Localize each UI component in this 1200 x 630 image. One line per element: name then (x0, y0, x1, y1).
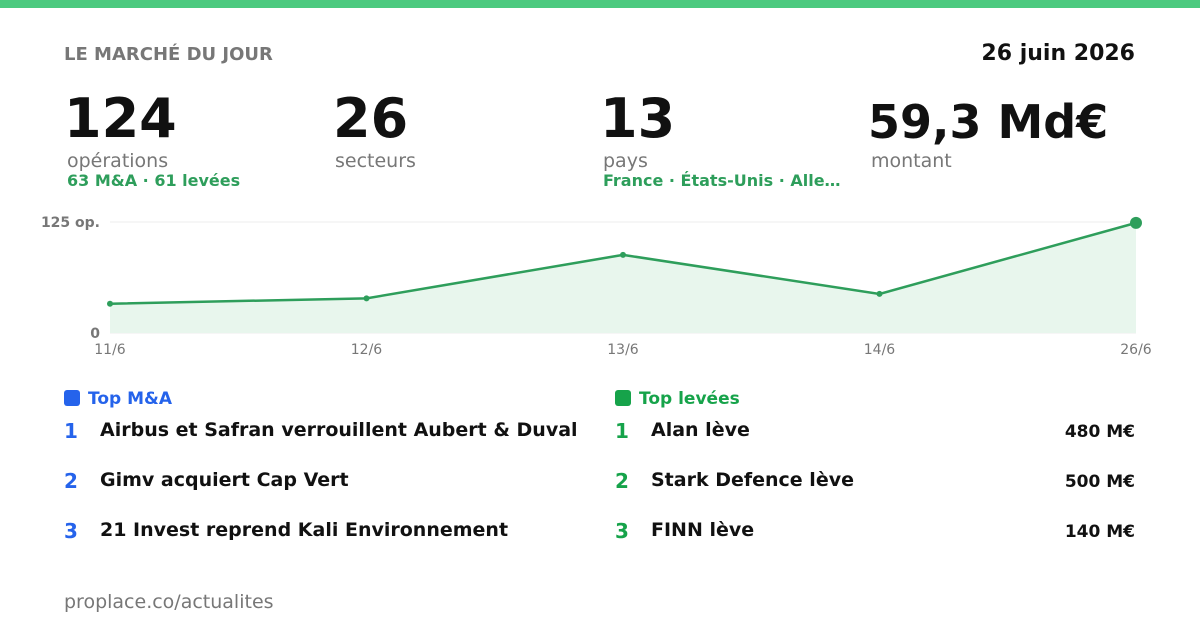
stat-label: secteurs (335, 150, 416, 172)
section-title: Top levées (639, 389, 740, 409)
rank: 2 (64, 469, 78, 493)
item-title: Gimv acquiert Cap Vert (100, 469, 349, 491)
stat-detail: France · États-Unis · Alle… (603, 171, 841, 190)
stat-label: pays (603, 150, 648, 172)
item-title: Stark Defence lève (651, 469, 854, 491)
amount: 140 M€ (1065, 522, 1135, 542)
item-title: FINN lève (651, 519, 754, 541)
point (107, 300, 113, 307)
area (110, 222, 1136, 333)
stat-value: 26 (333, 87, 408, 150)
title: LE MARCHÉ DU JOUR (64, 43, 273, 65)
point (876, 290, 883, 297)
stat-label: montant (871, 150, 952, 172)
point (1130, 216, 1142, 229)
footer-link: proplace.co/actualites (64, 591, 274, 613)
x-tick-label: 12/6 (351, 342, 383, 358)
point (620, 251, 626, 258)
rank: 3 (615, 519, 629, 543)
x-tick-label: 13/6 (607, 342, 639, 358)
stat-value: 59,3 Md€ (868, 95, 1108, 149)
stat-detail: 63 M&A · 61 levées (67, 171, 240, 190)
top-bar (0, 0, 1200, 8)
section-title: Top M&A (88, 389, 173, 409)
amount: 480 M€ (1065, 422, 1135, 442)
x-tick-label: 14/6 (864, 342, 896, 358)
amount: 500 M€ (1065, 472, 1135, 492)
rank: 2 (615, 469, 629, 493)
legend-swatch (64, 390, 80, 406)
date: 26 juin 2026 (981, 41, 1135, 66)
point (363, 295, 370, 302)
item-title: Alan lève (651, 419, 750, 441)
stat-value: 124 (64, 87, 177, 150)
stat-value: 13 (600, 87, 675, 150)
y-tick-label: 125 op. (41, 215, 100, 231)
legend-swatch (615, 390, 631, 406)
item-title: Airbus et Safran verrouillent Aubert & D… (100, 419, 578, 441)
chart: 0 125 op. 11/6 12/6 13/6 14/6 26/6 (41, 215, 1152, 358)
rank: 1 (615, 419, 629, 443)
y-tick-label: 0 (90, 326, 100, 342)
rank: 3 (64, 519, 78, 543)
item-title: 21 Invest reprend Kali Environnement (100, 519, 508, 541)
x-tick-label: 11/6 (94, 342, 126, 358)
x-tick-label: 26/6 (1120, 342, 1152, 358)
rank: 1 (64, 419, 78, 443)
stat-label: opérations (67, 150, 168, 172)
